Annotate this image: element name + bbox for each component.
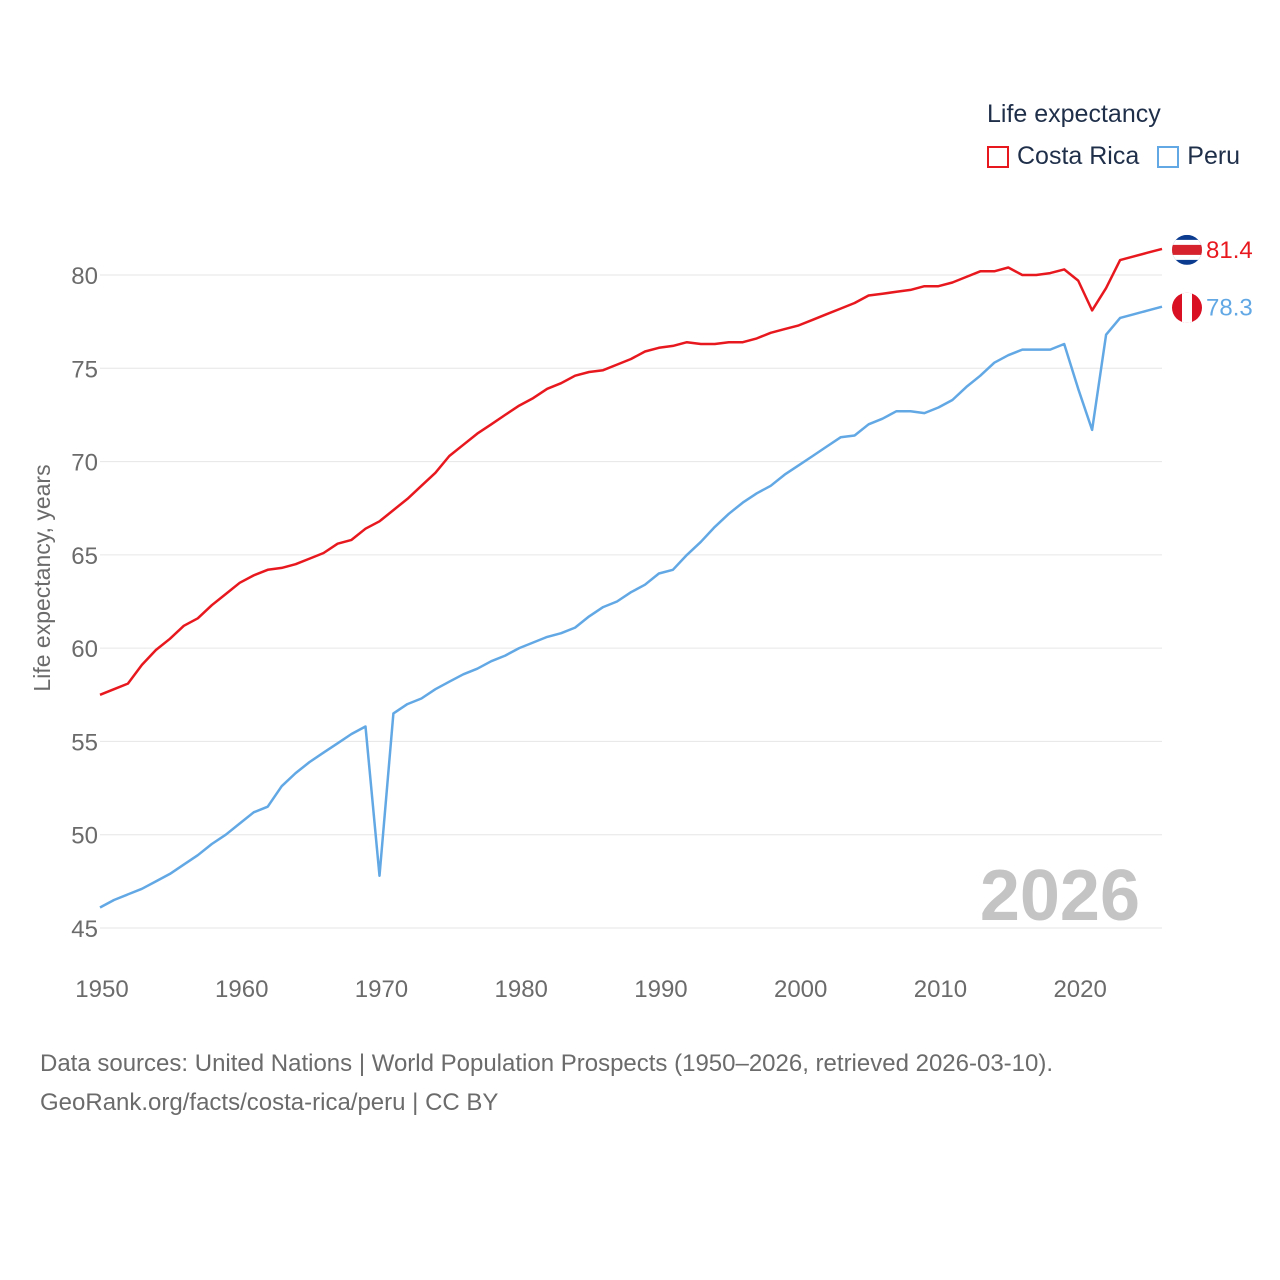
- x-tick-label-1990: 1990: [634, 976, 687, 1003]
- flag-icon-peru: [1172, 292, 1202, 323]
- y-tick-label-70: 70: [71, 450, 98, 477]
- y-axis-ticks: 45 50 55 60 65 70 75 80: [71, 263, 98, 943]
- grid-lines: [100, 274, 1162, 929]
- x-tick-label-2000: 2000: [774, 976, 827, 1003]
- y-tick-label-75: 75: [71, 356, 98, 383]
- y-tick-label-55: 55: [71, 729, 98, 756]
- legend-item-peru[interactable]: Peru: [1157, 142, 1240, 171]
- y-tick-label-45: 45: [71, 916, 98, 943]
- y-tick-label-65: 65: [71, 543, 98, 570]
- series-end-markers: 81.4 78.3: [1172, 234, 1253, 323]
- x-tick-label-2020: 2020: [1053, 976, 1106, 1003]
- y-axis-label: Life expectancy, years: [29, 464, 55, 691]
- y-tick-label-80: 80: [71, 263, 98, 290]
- legend-item-costa-rica[interactable]: Costa Rica: [987, 142, 1139, 171]
- data-source-note: Data sources: United Nations | World Pop…: [40, 1044, 1053, 1122]
- year-watermark: 2026: [980, 856, 1140, 936]
- end-label-peru: 78.3: [1206, 295, 1253, 322]
- legend-swatch-costa-rica: [987, 145, 1009, 168]
- series-line-peru: [99, 305, 1163, 909]
- y-tick-label-60: 60: [71, 636, 98, 663]
- x-tick-label-1950: 1950: [75, 976, 128, 1003]
- legend-label-peru: Peru: [1187, 142, 1241, 170]
- legend: Costa Rica Peru: [987, 142, 1258, 171]
- legend-label-costa-rica: Costa Rica: [1017, 142, 1140, 170]
- series-line-costa-rica: [99, 247, 1163, 696]
- x-tick-label-1980: 1980: [495, 976, 548, 1003]
- source-line-1: Data sources: United Nations | World Pop…: [40, 1050, 1054, 1077]
- y-tick-label-50: 50: [71, 823, 98, 850]
- x-tick-label-1970: 1970: [355, 976, 408, 1003]
- x-tick-label-1960: 1960: [215, 976, 268, 1003]
- x-axis-ticks: 1950 1960 1970 1980 1990 2000 2010 2020: [75, 976, 1107, 1003]
- series-lines: [99, 247, 1163, 909]
- end-label-costa-rica: 81.4: [1206, 237, 1253, 264]
- flag-icon-costa-rica: [1172, 234, 1202, 265]
- source-line-2[interactable]: GeoRank.org/facts/costa-rica/peru | CC B…: [40, 1089, 499, 1116]
- x-tick-label-2010: 2010: [914, 976, 967, 1003]
- legend-swatch-peru: [1157, 145, 1180, 168]
- legend-title: Life expectancy: [987, 100, 1161, 128]
